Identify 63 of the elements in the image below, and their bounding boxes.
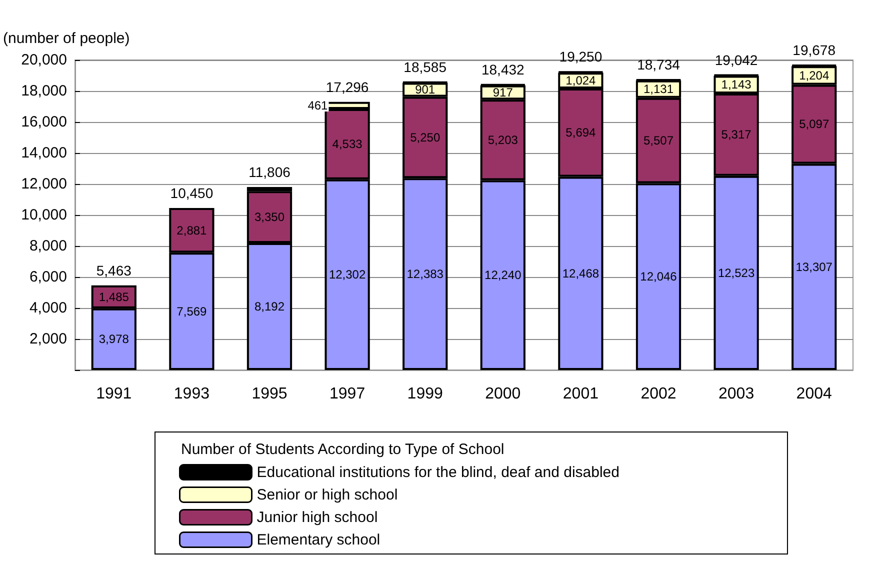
- y-tick-label: 6,000: [29, 268, 67, 286]
- data-label: 5,203: [488, 132, 518, 147]
- data-label: 13,307: [796, 260, 833, 274]
- legend-label: Educational institutions for the blind, deaf and disabled: [256, 464, 620, 481]
- x-tick-label: 2000: [485, 386, 521, 402]
- x-tick-label: 1993: [174, 386, 210, 402]
- legend-label: Elementary school: [256, 531, 380, 548]
- x-tick-label: 1997: [330, 386, 366, 402]
- x-tick-label: 1991: [96, 386, 132, 402]
- y-tick-label: 14,000: [21, 144, 67, 162]
- data-label: 5,317: [721, 128, 752, 142]
- data-label: 12,240: [484, 268, 522, 282]
- x-tick-label: 1999: [407, 386, 443, 402]
- total-label: 19,042: [714, 52, 758, 68]
- data-label: 1,024: [566, 74, 596, 88]
- legend-label: Junior high school: [256, 508, 378, 526]
- y-tick-label: 4,000: [29, 300, 67, 316]
- data-label: 3,978: [98, 332, 130, 346]
- data-label: 5,250: [410, 130, 440, 144]
- data-label: 1,485: [98, 290, 130, 304]
- data-label: 12,468: [562, 266, 600, 280]
- y-tick-label: 18,000: [21, 82, 67, 100]
- data-label: 12,302: [328, 268, 366, 282]
- legend-label: Senior or high school: [256, 486, 398, 504]
- data-label: 1,143: [721, 78, 752, 92]
- data-label: 12,383: [406, 267, 444, 282]
- total-label: 19,250: [559, 48, 602, 65]
- data-label: 5,694: [566, 126, 596, 140]
- total-label: 19,678: [792, 42, 836, 58]
- total-label: 18,432: [481, 61, 525, 78]
- data-label: 7,569: [176, 304, 208, 318]
- data-label: 5,507: [643, 134, 674, 148]
- y-tick-label: 10,000: [21, 206, 67, 224]
- y-tick-label: 8,000: [29, 238, 67, 254]
- data-label: 917: [492, 86, 514, 100]
- data-label: 4,533: [332, 137, 363, 152]
- total-label: 17,296: [326, 78, 369, 95]
- x-tick-label: 2002: [640, 386, 676, 402]
- data-label: 5,097: [799, 117, 830, 132]
- y-tick-label: 20,000: [21, 52, 67, 68]
- data-label: 461: [308, 98, 328, 112]
- x-tick-label: 2001: [562, 386, 599, 402]
- x-tick-label: 1995: [252, 386, 288, 402]
- data-label: 3,350: [254, 210, 285, 224]
- x-tick-label: 2004: [796, 386, 832, 402]
- y-tick-label: 2,000: [29, 330, 67, 348]
- y-tick-label: 16,000: [21, 114, 67, 130]
- total-label: 11,806: [248, 164, 291, 180]
- total-label: 10,450: [170, 185, 214, 202]
- data-label: 12,046: [640, 270, 678, 284]
- y-axis-title: (number of people): [3, 30, 130, 47]
- data-label: 1,131: [643, 82, 674, 96]
- data-label: 12,523: [718, 266, 755, 280]
- total-label: 18,734: [637, 56, 680, 73]
- data-label: 901: [415, 82, 436, 97]
- total-label: 5,463: [96, 262, 132, 278]
- legend-title: Number of Students According to Type of School: [181, 441, 504, 458]
- data-label: 2,881: [176, 223, 208, 238]
- data-label: 8,192: [254, 300, 285, 314]
- y-tick-label: 12,000: [21, 176, 67, 192]
- data-label: 1,204: [799, 68, 830, 82]
- x-tick-label: 2003: [718, 386, 754, 402]
- total-label: 18,585: [404, 58, 447, 75]
